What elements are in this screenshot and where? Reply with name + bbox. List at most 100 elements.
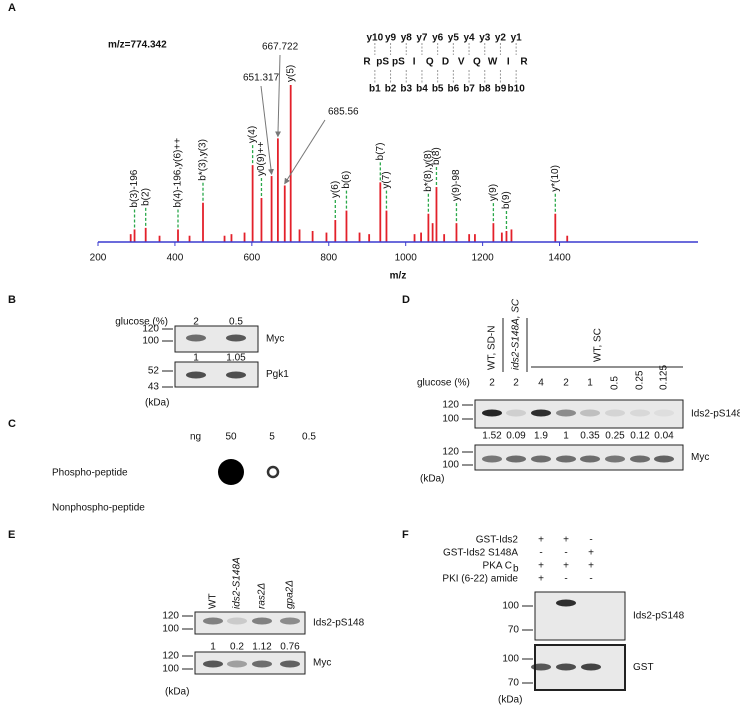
band — [482, 409, 502, 417]
sign: + — [563, 561, 569, 572]
y-ion: y3 — [479, 33, 491, 44]
marker-label: 100 — [442, 460, 459, 471]
marker-label: 120 — [442, 400, 459, 411]
peak-label: y(5) — [285, 65, 296, 82]
residue: pS — [392, 57, 405, 68]
target-label: Ids2-pS148 — [313, 618, 365, 629]
peak-label: b(3)-196 — [129, 169, 140, 207]
band — [531, 663, 551, 671]
band — [581, 663, 601, 671]
x-tick-label: 400 — [167, 253, 184, 264]
y-ion: y4 — [463, 33, 475, 44]
marker-label: 100 — [502, 601, 519, 612]
sign: - — [589, 574, 592, 585]
residue: V — [458, 57, 465, 68]
row-label: PKA C — [483, 561, 512, 572]
quantification: 0.09 — [506, 431, 526, 442]
b-ion: b3 — [400, 84, 412, 95]
variable-label: glucose (%) — [417, 378, 470, 389]
quantification: 0.76 — [280, 642, 300, 653]
lane-label: 1 — [587, 378, 593, 389]
band — [186, 334, 206, 342]
band — [226, 334, 246, 342]
band — [531, 455, 551, 463]
marker-label: 100 — [162, 664, 179, 675]
row-label: GST-Ids2 S148A — [443, 548, 518, 559]
marker-label: 120 — [442, 447, 459, 458]
quantification: 1.9 — [534, 431, 548, 442]
callout-label: 685.56 — [328, 107, 359, 118]
band — [227, 660, 247, 668]
x-tick-label: 1200 — [471, 253, 494, 264]
peak-label: b(7) — [375, 143, 386, 161]
amount-label: 50 — [225, 432, 237, 443]
sign: + — [563, 535, 569, 546]
peak-label: y*(10) — [550, 165, 561, 192]
marker-label: 52 — [148, 366, 160, 377]
x-tick-label: 800 — [320, 253, 337, 264]
blot — [474, 399, 684, 429]
row-subscript: b — [513, 564, 519, 575]
lane-label: 2 — [489, 378, 495, 389]
sign: - — [564, 574, 567, 585]
band — [227, 617, 247, 625]
band — [654, 409, 674, 417]
y-ion: y10 — [367, 33, 384, 44]
quantification: 0.2 — [230, 642, 244, 653]
marker-label: 70 — [508, 678, 520, 689]
peak-label: y(7) — [381, 171, 392, 188]
panel-label: A — [8, 2, 16, 14]
lane-label: 0.25 — [635, 370, 646, 390]
x-tick-label: 1400 — [548, 253, 571, 264]
unit-label: ng — [190, 432, 201, 443]
b-ion: b7 — [463, 84, 475, 95]
residue: W — [488, 57, 498, 68]
sign: + — [538, 561, 544, 572]
blot — [194, 611, 306, 635]
sign: + — [538, 574, 544, 585]
callout-label: 651.317 — [243, 73, 280, 84]
peak-label: y(6) — [330, 181, 341, 198]
target-label: GST — [633, 662, 654, 673]
band — [630, 409, 650, 417]
unit-label: (kDa) — [420, 474, 444, 485]
band — [203, 660, 223, 668]
band — [280, 617, 300, 625]
band — [556, 663, 576, 671]
peak-label: b(9) — [501, 191, 512, 209]
panel-label: B — [8, 294, 16, 306]
blot — [474, 444, 684, 471]
unit-label: (kDa) — [498, 695, 522, 705]
row-label: Nonphospho-peptide — [52, 503, 145, 514]
marker-label: 120 — [162, 611, 179, 622]
sign: + — [538, 535, 544, 546]
peak-label: b(4)-196,y(6)++ — [173, 138, 184, 208]
lane-label: 2 — [513, 378, 519, 389]
target-label: Myc — [313, 658, 331, 669]
b-ion: b8 — [479, 84, 491, 95]
band — [556, 409, 576, 417]
quantification: 0.25 — [605, 431, 625, 442]
quantification: 1.12 — [252, 642, 272, 653]
y-ion: y5 — [448, 33, 460, 44]
residue: Q — [473, 57, 481, 68]
group-label: WT, SD-N — [487, 326, 498, 370]
dot — [266, 465, 280, 479]
lane-label: 0.125 — [659, 365, 670, 390]
panel-label: E — [8, 529, 15, 541]
lane-label: WT — [208, 593, 219, 609]
peak-label: b(8) — [431, 147, 442, 165]
y-ion: y6 — [432, 33, 444, 44]
residue: Q — [426, 57, 434, 68]
peak-label: b(6) — [341, 171, 352, 189]
lane-label: 2 — [193, 317, 199, 328]
marker-label: 100 — [142, 336, 159, 347]
sign: + — [588, 548, 594, 559]
marker-label: 43 — [148, 382, 160, 393]
band — [506, 409, 526, 417]
sign: - — [589, 535, 592, 546]
unit-label: (kDa) — [165, 687, 189, 698]
band — [280, 660, 300, 668]
panel-label: C — [8, 418, 16, 430]
marker-label: 100 — [502, 654, 519, 665]
